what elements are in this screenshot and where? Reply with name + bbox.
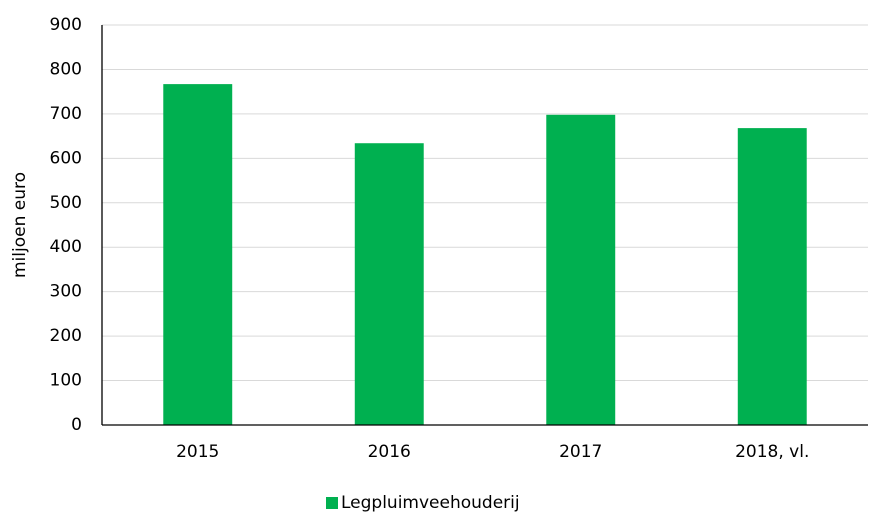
legend-swatch xyxy=(326,497,338,509)
y-tick-label: 600 xyxy=(50,148,82,168)
bar xyxy=(546,114,616,426)
bar xyxy=(354,143,424,425)
y-tick-label: 500 xyxy=(50,193,82,213)
y-tick-label: 700 xyxy=(50,104,82,124)
bar xyxy=(737,128,807,425)
x-tick-label: 2018, vl. xyxy=(735,442,809,462)
y-tick-label: 800 xyxy=(50,59,82,79)
legend-label: Legpluimveehouderij xyxy=(341,493,520,513)
y-tick-label: 400 xyxy=(50,237,82,257)
bar xyxy=(163,84,233,425)
y-tick-label: 0 xyxy=(71,415,82,435)
x-tick-label: 2015 xyxy=(176,442,219,462)
y-tick-label: 200 xyxy=(50,326,82,346)
x-tick-label: 2016 xyxy=(368,442,411,462)
x-tick-label: 2017 xyxy=(559,442,602,462)
y-axis-label: miljoen euro xyxy=(10,172,30,278)
y-tick-label: 100 xyxy=(50,371,82,391)
y-tick-label: 300 xyxy=(50,282,82,302)
y-tick-label: 900 xyxy=(50,15,82,35)
